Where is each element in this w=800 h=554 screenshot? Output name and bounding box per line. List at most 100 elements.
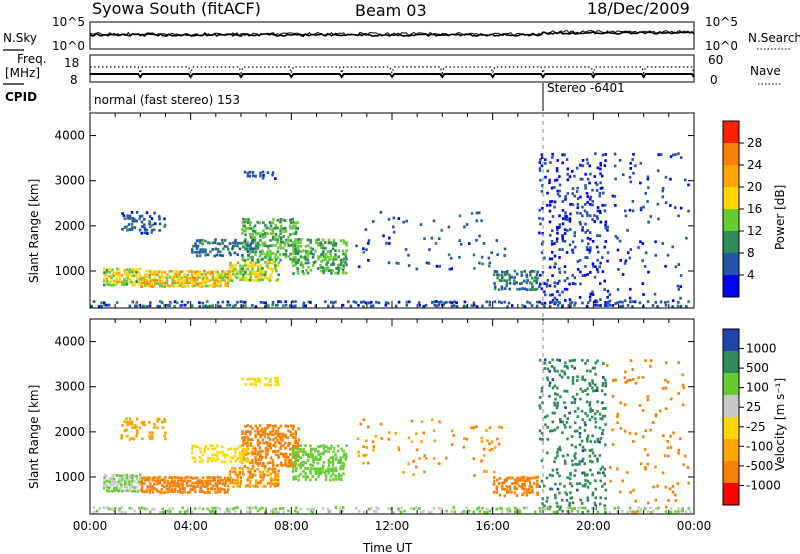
power-cell-6	[194, 244, 197, 248]
velocity-cell-3	[297, 427, 300, 431]
velocity-cell-4	[331, 472, 335, 476]
power-cell-8	[473, 267, 476, 270]
power-cell-8	[482, 242, 486, 245]
velocity-cell-10	[570, 364, 574, 368]
velocity-cell-0	[105, 474, 108, 478]
velocity-cell-6	[210, 459, 214, 463]
velocity-cell-12	[445, 509, 448, 513]
velocity-cell-9	[515, 487, 518, 491]
velocity-cell-10	[554, 493, 557, 497]
velocity-cell-1	[206, 487, 210, 491]
velocity-cell-7	[257, 379, 260, 383]
power-cell-12	[309, 301, 312, 304]
velocity-cell-3	[261, 433, 264, 436]
velocity-cell-10	[599, 479, 603, 483]
velocity-cell-12	[390, 507, 393, 511]
velocity-cell-5	[140, 421, 144, 424]
power-cell-4	[344, 271, 348, 275]
power-cell-10	[550, 242, 554, 246]
velocity-cell-12	[476, 507, 479, 511]
velocity-cell-4	[319, 455, 323, 459]
velocity-cell-1	[163, 485, 166, 488]
power-cell-1	[211, 282, 215, 286]
power-cell-5	[130, 222, 134, 226]
velocity-cell-3	[284, 463, 287, 467]
power-cell-4	[299, 250, 303, 254]
power-cell-10	[581, 226, 585, 229]
velocity-cell-12	[130, 507, 134, 510]
power-cell-4	[330, 263, 333, 266]
power-cell-1	[203, 279, 206, 283]
velocity-cell-9	[497, 482, 501, 485]
power-cell-1	[209, 284, 212, 287]
velocity-cell-0	[120, 483, 123, 486]
velocity-cell-9	[518, 484, 521, 488]
velocity-cell-4	[316, 458, 320, 461]
power-cell-10	[539, 158, 542, 161]
power-cell-11	[677, 288, 681, 291]
velocity-cell-9	[528, 484, 532, 488]
velocity-cell-1	[217, 487, 220, 491]
power-cell-12	[550, 300, 554, 304]
power-cell-10	[565, 288, 569, 291]
power-cell-2	[246, 273, 250, 277]
velocity-cell-1	[191, 481, 194, 485]
power-cell-8	[372, 220, 375, 223]
power-cell-9	[500, 279, 503, 283]
power-cell-12	[659, 300, 663, 304]
velocity-cell-12	[287, 509, 290, 513]
power-cell-3	[271, 258, 274, 262]
velocity-cell-10	[563, 389, 566, 393]
velocity-cell-10	[573, 358, 577, 362]
power-cell-7	[262, 174, 265, 177]
velocity-cell-3	[268, 442, 272, 446]
velocity-cell-2	[232, 485, 235, 489]
power-cell-4	[337, 269, 341, 272]
power-cell-8	[458, 255, 461, 259]
velocity-cell-3	[269, 456, 273, 460]
power-cell-10	[588, 231, 592, 234]
power-cell-12	[408, 300, 411, 304]
velocity-cell-0	[113, 473, 116, 477]
velocity-cell-8	[412, 460, 415, 463]
velocity-cell-12	[191, 510, 194, 514]
power-cell-6	[194, 242, 197, 246]
velocity-cell-10	[573, 454, 576, 458]
velocity-cell-3	[276, 430, 280, 433]
power-cell-1	[140, 281, 144, 285]
power-cell-8	[387, 261, 391, 265]
power-cell-3	[263, 232, 267, 235]
velocity-cell-4	[337, 458, 341, 462]
velocity-cell-7	[252, 377, 255, 381]
power-cell-9	[513, 269, 517, 273]
velocity-cell-10	[563, 364, 567, 368]
power-cell-1	[196, 284, 200, 287]
velocity-cell-12	[311, 511, 315, 514]
velocity-cell-0	[128, 489, 132, 493]
velocity-cell-2	[276, 478, 280, 482]
velocity-cell-5	[128, 417, 132, 421]
velocity-cell-2	[276, 473, 280, 476]
velocity-cell-4	[327, 469, 330, 473]
velocity-cell-8	[424, 457, 428, 460]
velocity-cell-9	[523, 487, 527, 491]
velocity-cell-10	[586, 387, 589, 391]
velocity-cell-4	[317, 445, 320, 449]
power-cell-1	[173, 279, 176, 283]
freq-panel-frame	[89, 54, 695, 83]
velocity-cell-9	[515, 482, 519, 485]
velocity-cell-1	[204, 485, 207, 489]
velocity-cell-10	[561, 431, 564, 435]
velocity-cell-12	[113, 507, 117, 510]
velocity-cell-11	[664, 485, 668, 489]
velocity-cell-8	[397, 448, 401, 452]
velocity-cell-1	[161, 484, 164, 488]
power-cell-12	[664, 301, 667, 304]
velocity-cell-10	[568, 501, 572, 505]
velocity-cell-11	[612, 379, 615, 382]
power-cell-12	[208, 304, 212, 308]
power-cell-12	[159, 300, 162, 303]
velocity-cell-11	[619, 427, 623, 430]
power-cell-0	[132, 274, 136, 278]
velocity-cell-1	[140, 479, 144, 483]
